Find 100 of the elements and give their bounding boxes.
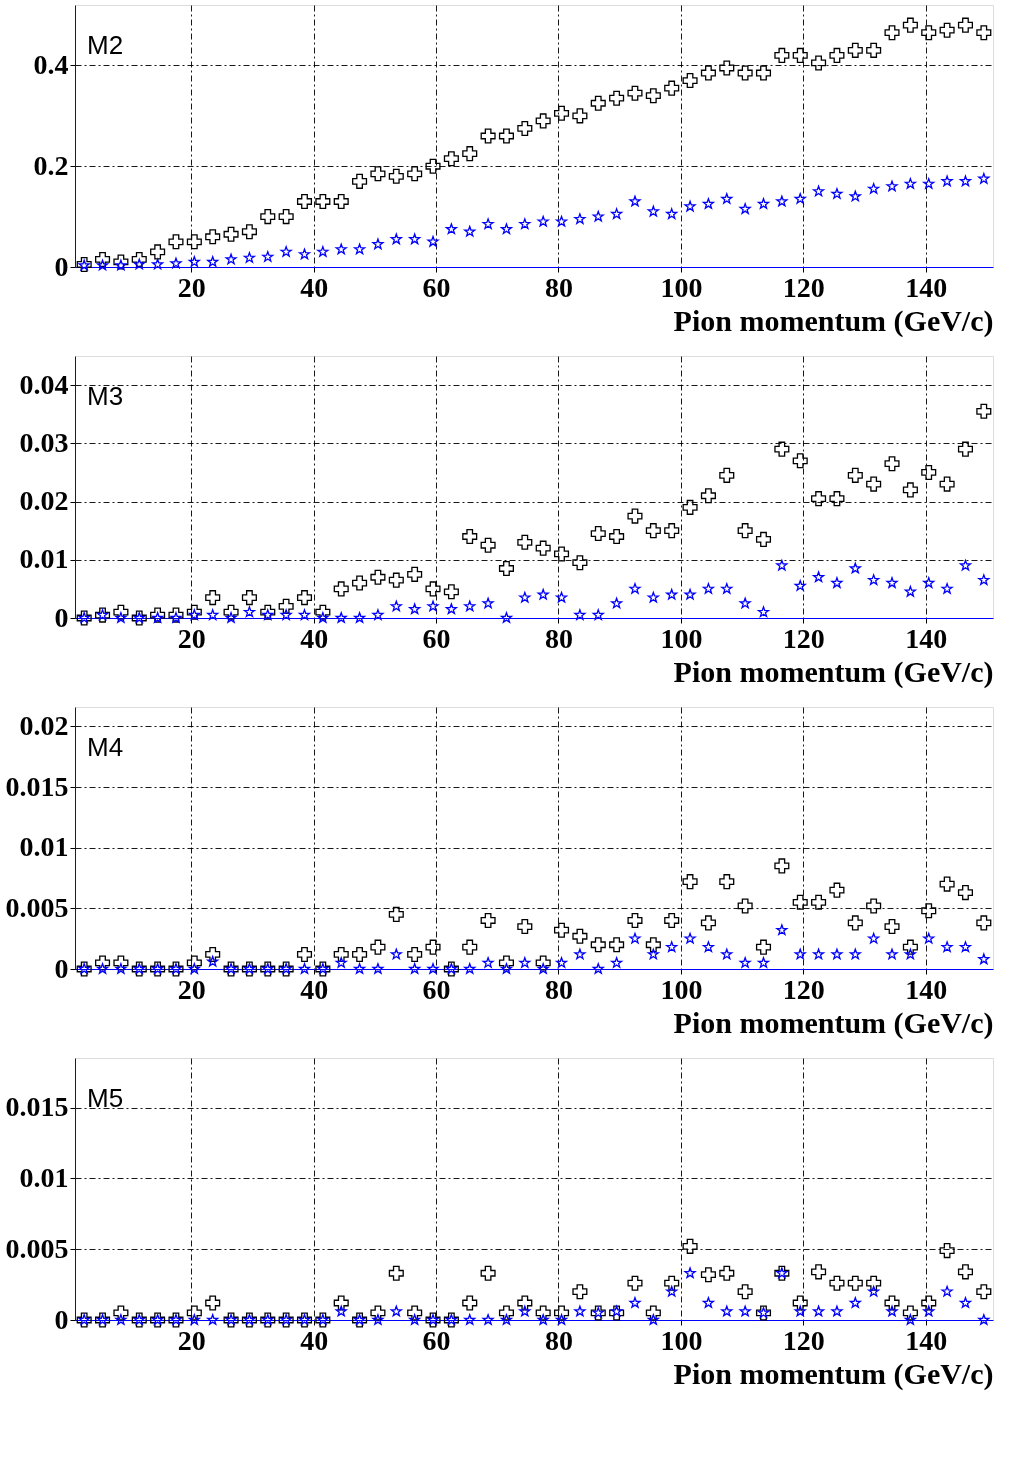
point (609, 90, 625, 106)
point (921, 903, 937, 919)
point (480, 128, 496, 144)
point (702, 582, 715, 594)
point (868, 932, 880, 944)
point (427, 963, 439, 974)
point (721, 193, 733, 204)
point (902, 17, 918, 33)
point (188, 256, 200, 267)
point (131, 251, 147, 267)
point (409, 603, 421, 615)
point (849, 562, 861, 574)
x-tick-label: 120 (782, 973, 825, 1005)
x-axis-title: Pion momentum (GeV/c) (673, 303, 994, 338)
point (388, 1265, 404, 1281)
point (535, 1305, 551, 1321)
point (537, 1314, 549, 1325)
point (445, 603, 458, 615)
x-tick-label: 20 (177, 973, 206, 1005)
point (866, 1275, 882, 1291)
point (886, 577, 898, 588)
point (353, 963, 366, 974)
annotation: M3 (87, 381, 124, 411)
point (390, 600, 402, 612)
point (590, 526, 606, 542)
point (812, 185, 825, 197)
point (298, 248, 311, 260)
point (941, 1285, 953, 1297)
point (868, 1285, 880, 1297)
point (205, 229, 221, 245)
point (792, 1295, 808, 1311)
point (315, 604, 331, 620)
point (243, 252, 256, 263)
y-tick-label: 0.01 (19, 543, 69, 575)
y-tick-label: 0.04 (19, 368, 69, 400)
point (902, 939, 918, 955)
point (811, 1264, 827, 1280)
y-tick-label: 0.015 (5, 1091, 69, 1123)
point (976, 25, 992, 41)
point (923, 177, 935, 189)
x-tick-label: 80 (544, 271, 573, 303)
point (978, 953, 990, 965)
x-tick-label: 140 (905, 271, 948, 303)
point (519, 957, 531, 968)
point (335, 1305, 347, 1317)
point (664, 1275, 680, 1291)
x-tick-label: 20 (177, 1324, 206, 1356)
point (774, 441, 790, 457)
point (590, 937, 606, 953)
point (645, 937, 661, 953)
point (519, 1305, 531, 1317)
point (498, 128, 514, 144)
point (923, 932, 935, 944)
point (409, 1314, 421, 1325)
point (535, 955, 551, 971)
point (574, 213, 586, 225)
point (296, 193, 313, 210)
point (592, 210, 604, 222)
point (480, 912, 496, 929)
point (755, 939, 772, 955)
point (884, 1295, 900, 1311)
point (847, 42, 863, 58)
point (776, 195, 788, 207)
point (464, 600, 476, 612)
point (223, 226, 239, 242)
point (610, 1305, 623, 1317)
point (170, 257, 182, 269)
point (886, 948, 898, 960)
point (280, 609, 292, 620)
point (941, 582, 953, 594)
point (610, 597, 623, 609)
point (555, 1314, 568, 1325)
point (812, 948, 825, 960)
point (829, 1275, 845, 1291)
point (335, 957, 347, 968)
point (939, 476, 955, 492)
y-tick-label: 0.01 (19, 831, 69, 863)
point (96, 259, 109, 271)
point (572, 555, 588, 571)
point (572, 1284, 588, 1300)
point (427, 600, 439, 612)
point (205, 590, 221, 606)
x-tick-label: 140 (905, 622, 948, 654)
point (554, 1305, 570, 1321)
point (976, 1284, 992, 1300)
y-tick-label: 0.03 (19, 426, 69, 458)
point (959, 941, 972, 953)
point (498, 1305, 514, 1321)
point (262, 251, 274, 262)
point (388, 906, 404, 922)
point (223, 604, 239, 620)
point (959, 559, 972, 571)
point (684, 932, 696, 944)
point (702, 198, 715, 209)
point (390, 233, 402, 245)
point (941, 941, 953, 953)
point (464, 225, 476, 237)
x-tick-label: 80 (544, 622, 573, 654)
point (151, 612, 164, 623)
y-tick-label: 0.02 (19, 485, 69, 517)
